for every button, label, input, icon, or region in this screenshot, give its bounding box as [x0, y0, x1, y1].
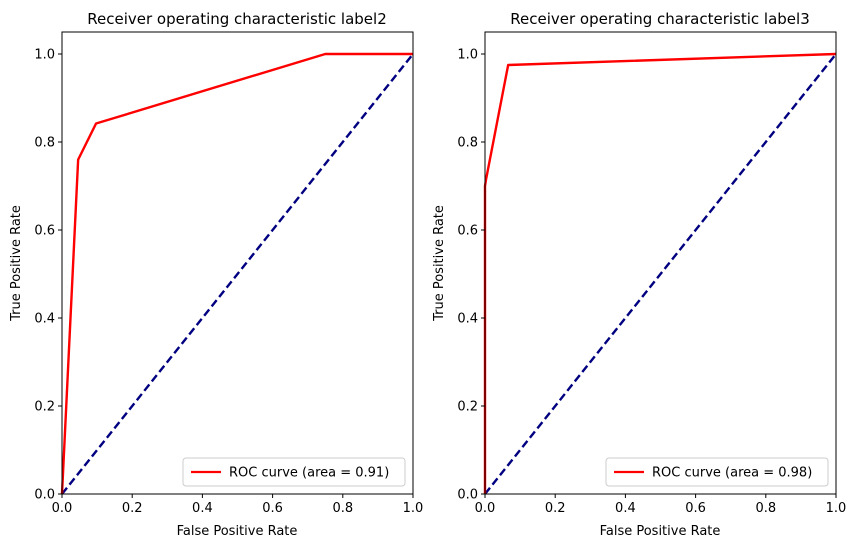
legend-label-roc: ROC curve (area = 0.91)	[229, 466, 389, 481]
x-tick-label: 0.6	[685, 501, 706, 516]
legend-box	[182, 457, 406, 487]
legend-box	[605, 457, 829, 487]
y-axis-label: True Positive Rate	[432, 205, 447, 322]
series-layer	[60, 52, 414, 495]
y-tick-label: 0.6	[34, 224, 55, 239]
y-tick-label: 0.0	[457, 488, 478, 503]
x-tick-label: 1.0	[826, 501, 847, 516]
x-tick-label: 0.6	[262, 501, 283, 516]
y-tick-label: 0.4	[34, 312, 55, 327]
x-axis-label: False Positive Rate	[600, 524, 721, 539]
x-tick-label: 0.8	[332, 501, 353, 516]
x-tick-label: 0.2	[545, 501, 566, 516]
y-axis-label: True Positive Rate	[9, 205, 24, 322]
y-tick-label: 0.6	[457, 224, 478, 239]
legend: ROC curve (area = 0.91)	[182, 457, 406, 487]
x-tick-label: 0.0	[475, 501, 496, 516]
axes-frame	[61, 31, 414, 495]
series-layer	[483, 52, 837, 495]
x-tick-label: 0.0	[52, 501, 73, 516]
y-tick-label: 0.2	[457, 400, 478, 415]
axes-frame	[484, 31, 837, 495]
x-tick-label: 0.8	[755, 501, 776, 516]
chart-title: Receiver operating characteristic label3	[510, 10, 810, 28]
y-tick-label: 0.4	[457, 312, 478, 327]
diagonal-reference-line	[484, 53, 837, 495]
roc-panel-label3: Receiver operating characteristic label3…	[432, 10, 846, 539]
y-tick-label: 0.0	[34, 488, 55, 503]
x-tick-label: 0.4	[192, 501, 213, 516]
y-tick-label: 1.0	[34, 48, 55, 63]
chart-title: Receiver operating characteristic label2	[87, 10, 387, 28]
tick-layer: 0.0 0.2 0.4 0.6 0.8 1.0 0.0 0.2 0.4 0.6 0.8 1.0	[34, 48, 423, 517]
x-tick-label: 0.4	[615, 501, 636, 516]
diagonal-reference-line	[61, 53, 414, 495]
y-tick-label: 1.0	[457, 48, 478, 63]
x-tick-label: 1.0	[403, 501, 424, 516]
legend: ROC curve (area = 0.98)	[605, 457, 829, 487]
y-tick-label: 0.8	[457, 136, 478, 151]
x-axis-label: False Positive Rate	[177, 524, 298, 539]
y-tick-label: 0.8	[34, 136, 55, 151]
x-tick-label: 0.2	[122, 501, 143, 516]
roc-curve-line	[60, 52, 413, 495]
tick-layer: 0.0 0.2 0.4 0.6 0.8 1.0 0.0 0.2 0.4 0.6 0.8 1.0	[457, 48, 846, 517]
legend-label-roc: ROC curve (area = 0.98)	[652, 466, 812, 481]
y-tick-label: 0.2	[34, 400, 55, 415]
roc-panel-label2: Receiver operating characteristic label2…	[9, 10, 423, 539]
